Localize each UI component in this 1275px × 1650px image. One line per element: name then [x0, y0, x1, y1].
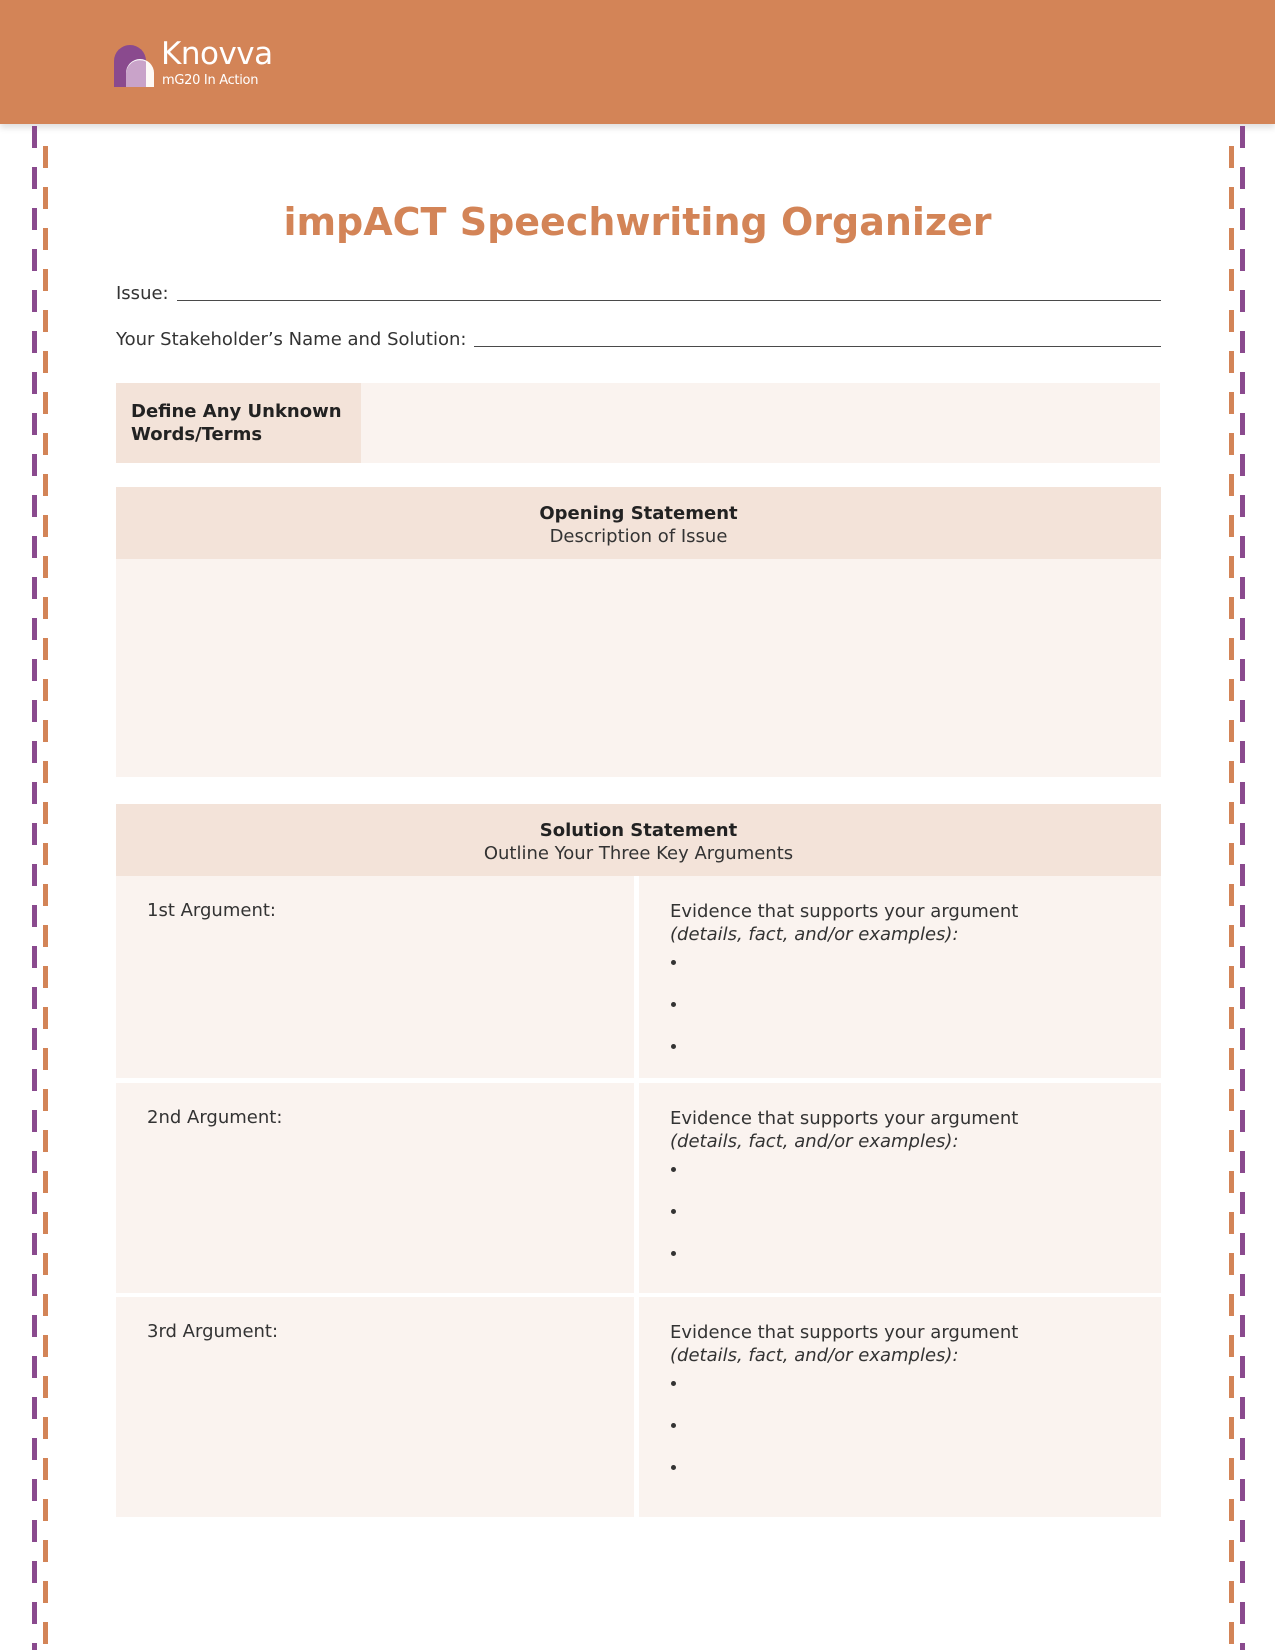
opening-statement-subtitle: Description of Issue [549, 526, 728, 547]
solution-statement-subtitle: Outline Your Three Key Arguments [483, 843, 794, 864]
opening-statement-title: Opening Statement [539, 503, 738, 524]
evidence-bullet[interactable] [670, 1040, 1161, 1082]
evidence-note: (details, fact, and/or examples): [670, 1131, 959, 1152]
evidence-bullet[interactable] [670, 1461, 1161, 1503]
evidence-title: Evidence that supports your argument [670, 901, 1019, 922]
evidence-bullet[interactable] [670, 998, 1161, 1040]
evidence-cell[interactable]: Evidence that supports your argument (de… [639, 1083, 1161, 1293]
evidence-bullet[interactable] [670, 1163, 1161, 1205]
evidence-title: Evidence that supports your argument [670, 1322, 1019, 1343]
issue-line[interactable] [176, 300, 1161, 301]
stakeholder-line[interactable] [474, 346, 1161, 347]
left-border-dashes-purple [32, 126, 37, 1650]
argument-label: 1st Argument: [147, 900, 276, 921]
evidence-note: (details, fact, and/or examples): [670, 924, 959, 945]
logo-name: Knovva [161, 36, 273, 72]
argument-cell[interactable]: 1st Argument: [116, 876, 634, 1078]
argument-cell[interactable]: 3rd Argument: [116, 1297, 634, 1517]
right-border-dashes-orange [1229, 146, 1234, 1650]
left-border-dashes-orange [43, 146, 48, 1650]
evidence-bullet[interactable] [670, 1419, 1161, 1461]
logo-tagline: mG20 In Action [162, 73, 259, 88]
solution-statement-title: Solution Statement [539, 820, 738, 841]
stakeholder-field[interactable]: Your Stakeholder’s Name and Solution: [116, 329, 1161, 350]
argument-cell[interactable]: 2nd Argument: [116, 1083, 634, 1293]
right-border-dashes-purple [1240, 126, 1245, 1650]
define-terms-label: Define Any Unknown Words/Terms [116, 383, 361, 463]
brand-logo: Knovva mG20 In Action [112, 36, 292, 92]
evidence-title: Evidence that supports your argument [670, 1108, 1019, 1129]
argument-row: 2nd Argument: Evidence that supports you… [116, 1083, 1161, 1293]
evidence-bullet[interactable] [670, 956, 1161, 998]
stakeholder-label: Your Stakeholder’s Name and Solution: [116, 329, 467, 350]
issue-label: Issue: [116, 283, 169, 304]
argument-row: 3rd Argument: Evidence that supports you… [116, 1297, 1161, 1517]
opening-statement-section[interactable]: Opening Statement Description of Issue [116, 487, 1161, 777]
argument-row: 1st Argument: Evidence that supports you… [116, 876, 1161, 1078]
define-terms-box[interactable]: Define Any Unknown Words/Terms [116, 383, 1160, 463]
evidence-bullet[interactable] [670, 1247, 1161, 1289]
opening-statement-header: Opening Statement Description of Issue [116, 487, 1161, 559]
argument-label: 3rd Argument: [147, 1321, 279, 1342]
page-title: impACT Speechwriting Organizer [283, 200, 992, 244]
argument-label: 2nd Argument: [147, 1107, 283, 1128]
evidence-cell[interactable]: Evidence that supports your argument (de… [639, 876, 1161, 1078]
evidence-note: (details, fact, and/or examples): [670, 1345, 959, 1366]
solution-statement-section: Solution Statement Outline Your Three Ke… [116, 804, 1161, 876]
evidence-bullet-list [670, 1163, 1161, 1289]
evidence-bullet[interactable] [670, 1377, 1161, 1419]
knovva-logo-icon [114, 45, 154, 87]
evidence-bullet-list [670, 1377, 1161, 1503]
page-header: Knovva mG20 In Action [0, 0, 1275, 124]
solution-statement-header: Solution Statement Outline Your Three Ke… [116, 804, 1161, 876]
evidence-bullet[interactable] [670, 1205, 1161, 1247]
evidence-cell[interactable]: Evidence that supports your argument (de… [639, 1297, 1161, 1517]
issue-field[interactable]: Issue: [116, 283, 1161, 304]
evidence-bullet-list [670, 956, 1161, 1082]
